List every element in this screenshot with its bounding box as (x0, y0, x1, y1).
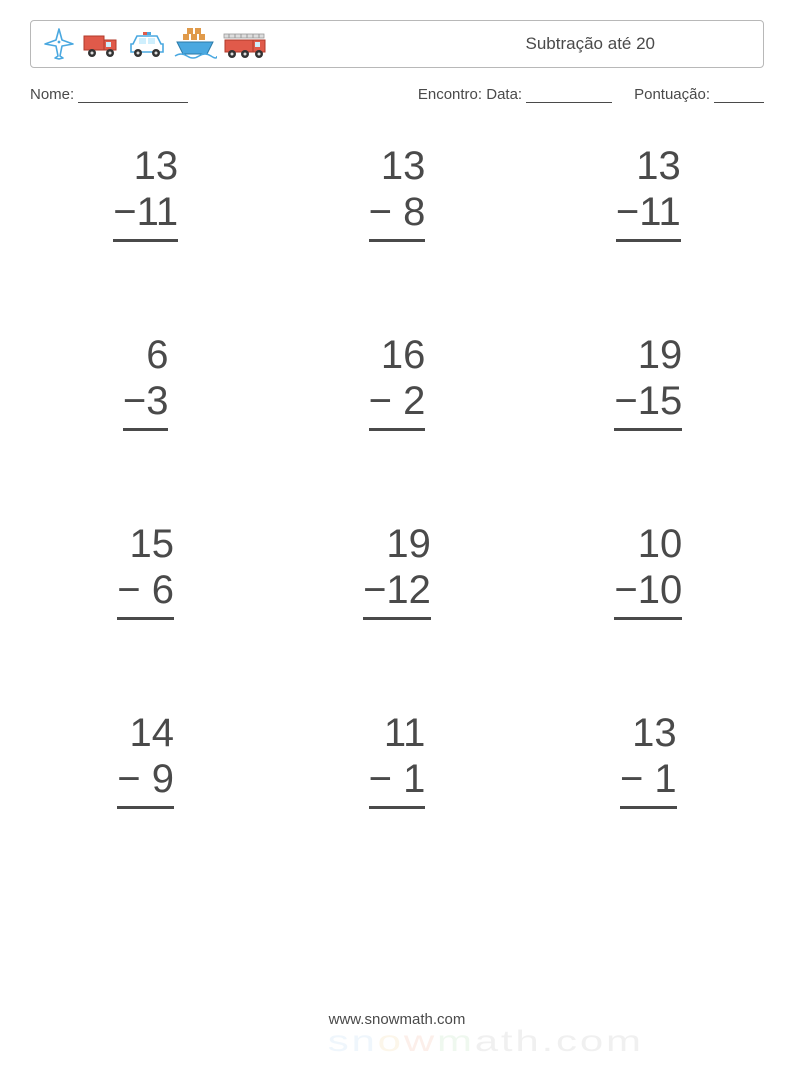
header-icons (41, 26, 269, 62)
subtrahend-row: − 6 (117, 567, 174, 620)
score-blank[interactable] (714, 88, 764, 103)
minuend: 10 (614, 521, 682, 567)
worksheet-header: Subtração até 20 (30, 20, 764, 68)
airplane-icon (41, 26, 77, 62)
date-blank[interactable] (526, 88, 612, 103)
subtrahend-row: − 2 (369, 378, 426, 431)
footer: www.snowmath.com (0, 1011, 794, 1029)
info-row: Nome: Encontro: Data: Pontuação: (30, 86, 764, 103)
encounter-label: Encontro: Data: (418, 86, 522, 103)
problem-cell: 13− 1 (533, 710, 764, 809)
minuend: 15 (117, 521, 174, 567)
footer-url: www.snowmath.com (329, 1011, 466, 1028)
subtrahend-row: −3 (123, 378, 169, 431)
minuend: 13 (113, 143, 178, 189)
subtrahend-row: − 9 (117, 756, 174, 809)
problems-grid: 13−11 13− 8 13−11 6−3 16− 2 19−15 15− 6 … (30, 143, 764, 809)
score-label: Pontuação: (634, 86, 710, 103)
watermark: snowmath.com (328, 1025, 644, 1059)
ship-icon (173, 26, 217, 62)
minuend: 13 (620, 710, 677, 756)
minuend: 19 (614, 332, 682, 378)
minuend: 6 (123, 332, 169, 378)
problem-cell: 13−11 (533, 143, 764, 242)
minuend: 13 (369, 143, 426, 189)
problem-cell: 13−11 (30, 143, 261, 242)
worksheet-title: Subtração até 20 (526, 34, 745, 54)
subtrahend-row: −11 (616, 189, 681, 242)
minuend: 11 (369, 710, 426, 756)
problem-cell: 19−15 (533, 332, 764, 431)
subtrahend-row: −12 (363, 567, 431, 620)
problem-cell: 19−12 (281, 521, 512, 620)
subtrahend-row: −10 (614, 567, 682, 620)
subtrahend-row: −11 (113, 189, 178, 242)
problem-cell: 16− 2 (281, 332, 512, 431)
minuend: 16 (369, 332, 426, 378)
subtrahend-row: − 8 (369, 189, 426, 242)
subtrahend-row: − 1 (369, 756, 426, 809)
firetruck-icon (221, 26, 269, 62)
name-blank[interactable] (78, 88, 188, 103)
problem-cell: 6−3 (30, 332, 261, 431)
problem-cell: 11− 1 (281, 710, 512, 809)
problem-cell: 14− 9 (30, 710, 261, 809)
minuend: 19 (363, 521, 431, 567)
name-label: Nome: (30, 86, 74, 103)
subtrahend-row: −15 (614, 378, 682, 431)
minuend: 13 (616, 143, 681, 189)
problem-cell: 10−10 (533, 521, 764, 620)
truck-icon (81, 26, 121, 62)
problem-cell: 15− 6 (30, 521, 261, 620)
problem-cell: 13− 8 (281, 143, 512, 242)
minuend: 14 (117, 710, 174, 756)
subtrahend-row: − 1 (620, 756, 677, 809)
police-car-icon (125, 26, 169, 62)
